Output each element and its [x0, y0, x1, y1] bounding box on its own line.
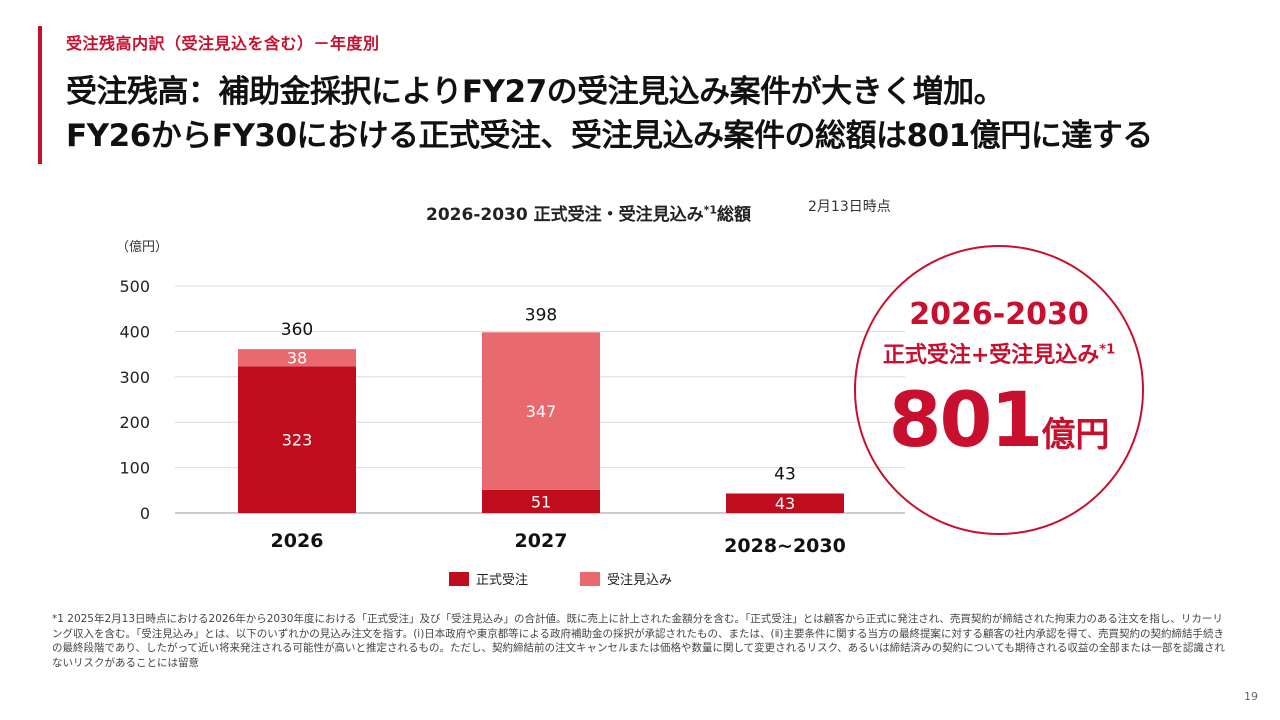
- bars: [238, 332, 844, 513]
- y-tick-label: 300: [119, 368, 150, 387]
- label-formal-2028~2030: 43: [775, 494, 795, 513]
- label-formal-2027: 51: [531, 492, 551, 511]
- y-tick-labels: 0 100 200 300 400 500: [119, 277, 150, 523]
- section-label: 受注残高内訳（受注見込を含む）－年度別: [66, 34, 380, 53]
- label-total-2026: 360: [281, 320, 313, 340]
- legend-swatch-prospect: [580, 572, 600, 586]
- footnote: *1 2025年2月13日時点における2026年から2030年度における「正式受…: [52, 613, 1225, 669]
- y-tick-label: 500: [119, 277, 150, 296]
- y-tick-label: 400: [119, 322, 150, 341]
- total-callout-circle: 2026-2030 正式受注+受注見込み*1 801億円: [854, 245, 1144, 535]
- legend-label-prospect: 受注見込み: [607, 573, 672, 588]
- x-tick-labels: 2026 2027 2028~2030: [271, 530, 846, 557]
- label-total-2027: 398: [525, 305, 557, 325]
- bar-formal-2028~2030: [726, 493, 844, 513]
- callout-description: 正式受注+受注見込み*1: [856, 337, 1142, 369]
- y-tick-label: 200: [119, 413, 150, 432]
- data-labels: 323 38 360 51 347 398 43 43: [281, 305, 796, 513]
- bar-formal-2027: [482, 489, 600, 513]
- legend-label-formal: 正式受注: [476, 573, 528, 588]
- as-of-date: 2月13日時点: [808, 199, 891, 215]
- legend-swatch-formal: [449, 572, 469, 586]
- x-tick-label: 2026: [271, 530, 324, 552]
- label-prospect-2027: 347: [526, 402, 557, 421]
- chart-title-suffix: 総額: [717, 205, 752, 225]
- callout-total-value: 801: [888, 375, 1044, 464]
- y-tick-label: 0: [140, 504, 150, 523]
- chart-title: 2026-2030 正式受注・受注見込み*1総額: [426, 200, 751, 225]
- bar-formal-2026: [238, 366, 356, 513]
- headline: 受注残高：補助金採択によりFY27の受注見込み案件が大きく増加。 FY26からF…: [66, 70, 1246, 158]
- headline-line-1: 受注残高：補助金採択によりFY27の受注見込み案件が大きく増加。: [66, 74, 1005, 110]
- callout-range: 2026-2030: [909, 297, 1089, 332]
- callout-desc-text: 正式受注+受注見込み: [882, 343, 1100, 368]
- label-prospect-2026: 38: [287, 349, 307, 368]
- accent-bar: [38, 26, 42, 164]
- y-axis-unit: （億円）: [116, 240, 169, 255]
- y-tick-label: 100: [119, 459, 150, 478]
- chart-title-text: 2026-2030 正式受注・受注見込み: [426, 205, 704, 225]
- callout-total: 801億円: [856, 375, 1142, 464]
- chart-title-footnote-ref: *1: [703, 203, 718, 217]
- label-formal-2026: 323: [282, 431, 313, 450]
- label-total-2028~2030: 43: [774, 464, 796, 484]
- headline-line-2: FY26からFY30における正式受注、受注見込み案件の総額は801億円に達する: [66, 118, 1153, 154]
- bar-prospect-2026: [238, 349, 356, 367]
- callout-total-unit: 億円: [1041, 415, 1110, 455]
- legend: 正式受注 受注見込み: [449, 572, 672, 588]
- page-number: 19: [1244, 690, 1258, 703]
- x-tick-label: 2028~2030: [724, 535, 846, 557]
- bar-prospect-2027: [482, 332, 600, 490]
- callout-footnote-ref: *1: [1099, 342, 1116, 358]
- x-tick-label: 2027: [515, 530, 568, 552]
